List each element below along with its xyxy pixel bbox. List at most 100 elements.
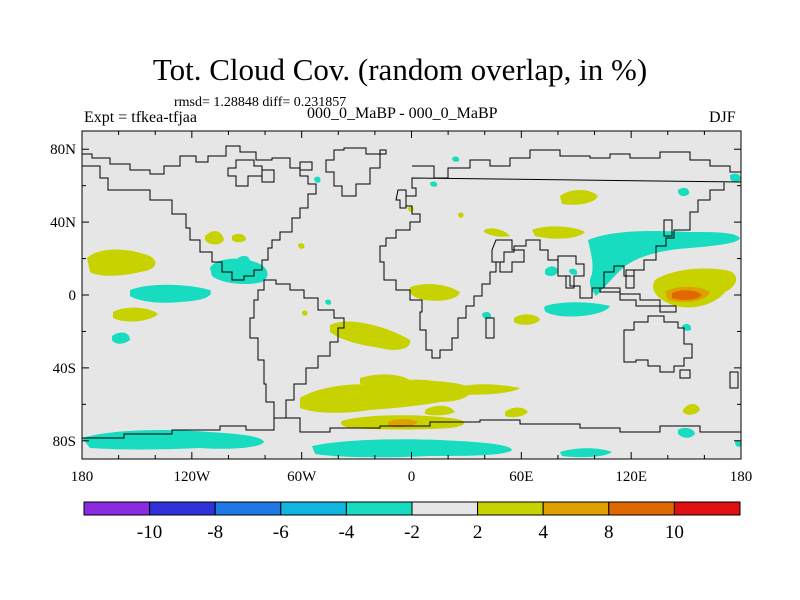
coastline-tasmania <box>679 369 691 379</box>
colorbar-label: 2 <box>473 522 483 543</box>
colorbar-label: 10 <box>665 522 684 543</box>
colorbar-label: -6 <box>273 522 289 543</box>
anomaly-region <box>505 407 528 418</box>
coastline-canadian-islands <box>227 159 263 187</box>
anomaly-region <box>458 212 464 218</box>
colorbar-label: -2 <box>404 522 420 543</box>
x-tick-label: 120W <box>173 469 211 485</box>
y-axis-labels: 80N 40N 0 40S 80S <box>50 142 76 450</box>
anomaly-region <box>484 228 510 237</box>
coastline-eurasia-africa <box>379 149 742 359</box>
x-tick-label: 180 <box>71 469 94 485</box>
anomaly-region <box>569 268 578 275</box>
axis-ticks <box>81 131 742 459</box>
anomaly-region <box>232 233 246 243</box>
anomaly-region <box>730 173 741 183</box>
anomaly-region <box>455 384 520 395</box>
anomaly-region <box>238 255 250 265</box>
colorbar <box>83 501 741 516</box>
anomaly-region <box>678 187 690 197</box>
coastlines <box>82 145 742 439</box>
colorbar-swatch <box>149 501 216 516</box>
colorbar-swatch <box>608 501 675 516</box>
x-tick-label: 0 <box>408 469 416 485</box>
anomaly-region <box>312 439 512 458</box>
negative-anomaly-regions <box>82 156 741 458</box>
anomaly-region <box>560 190 598 205</box>
period-label: 000_0_MaBP - 000_0_MaBP <box>307 105 498 122</box>
x-tick-label: 60W <box>287 469 317 485</box>
anomaly-region <box>544 302 610 317</box>
colorbar-label: -8 <box>207 522 223 543</box>
anomaly-region <box>325 299 332 305</box>
colorbar-label: 8 <box>604 522 614 543</box>
anomaly-region <box>545 266 558 276</box>
coastline-india <box>557 255 585 289</box>
season-label: DJF <box>709 109 736 126</box>
coastline-indonesia <box>599 287 677 313</box>
anomaly-region <box>532 226 585 239</box>
coastline-new-zealand <box>729 371 739 389</box>
coastline-australia <box>623 315 693 373</box>
anomaly-region <box>130 284 211 303</box>
y-tick-label: 40N <box>50 215 76 231</box>
colorbar-swatch <box>477 501 544 516</box>
colorbar-swatch <box>542 501 610 516</box>
coastline-south-america <box>249 279 345 419</box>
anomaly-region <box>300 379 471 413</box>
anomaly-region <box>314 176 321 183</box>
colorbar-label: -10 <box>137 522 162 543</box>
coastline-canadian-islands-3 <box>299 161 313 171</box>
colorbar-swatch <box>673 501 741 516</box>
anomaly-region <box>452 156 460 162</box>
coastline-north-america <box>82 145 317 281</box>
y-tick-label: 0 <box>69 288 77 304</box>
anomaly-region <box>560 448 612 458</box>
x-tick-label: 120E <box>615 469 647 485</box>
coastline-greenland <box>325 147 387 197</box>
anomaly-region <box>330 321 411 350</box>
anomaly-region <box>482 311 492 319</box>
coastline-arabia <box>491 239 525 273</box>
experiment-label: Expt = tfkea-tfjaa <box>84 109 197 126</box>
y-tick-label: 80N <box>50 142 76 158</box>
plot-title: Tot. Cloud Cov. (random overlap, in %) <box>152 52 648 87</box>
colorbar-swatch <box>345 501 413 516</box>
x-axis-labels: 180 120W 60W 0 60E 120E 180 <box>71 469 753 485</box>
colorbar-swatch <box>83 501 151 516</box>
anomaly-region <box>409 284 460 301</box>
anomaly-region <box>735 440 741 447</box>
anomaly-region <box>205 231 224 245</box>
y-tick-label: 80S <box>53 434 76 450</box>
coastline-uk <box>395 189 407 209</box>
colorbar-swatch <box>280 501 347 516</box>
anomaly-region <box>360 374 410 386</box>
colorbar-labels: -10 -8 -6 -4 -2 2 4 8 10 <box>137 522 684 543</box>
anomaly-region <box>388 419 418 428</box>
anomaly-region <box>210 258 268 284</box>
coastline-antarctica <box>82 417 741 439</box>
anomaly-region <box>588 230 740 296</box>
coastline-japan <box>663 219 673 237</box>
strong-positive-regions <box>388 286 710 428</box>
anomaly-region <box>678 427 695 438</box>
anomaly-region <box>112 332 130 344</box>
anomaly-region <box>302 310 308 316</box>
colorbar-swatch <box>214 501 282 516</box>
stats-label: rmsd= 1.28848 diff= 0.231857 <box>174 95 347 110</box>
anomaly-region <box>82 430 264 450</box>
coastline-philippines <box>625 269 635 289</box>
coastline-canadian-islands-2 <box>261 169 275 183</box>
x-tick-label: 60E <box>509 469 533 485</box>
x-tick-label: 180 <box>730 469 753 485</box>
anomaly-region <box>430 181 438 187</box>
anomaly-region <box>298 243 305 249</box>
anomaly-region <box>87 249 156 276</box>
colorbar-label: 4 <box>538 522 548 543</box>
colorbar-swatch <box>411 501 479 516</box>
anomaly-region <box>672 290 702 300</box>
coastline-madagascar <box>485 317 495 339</box>
colorbar-label: -4 <box>338 522 354 543</box>
y-tick-label: 40S <box>53 361 76 377</box>
